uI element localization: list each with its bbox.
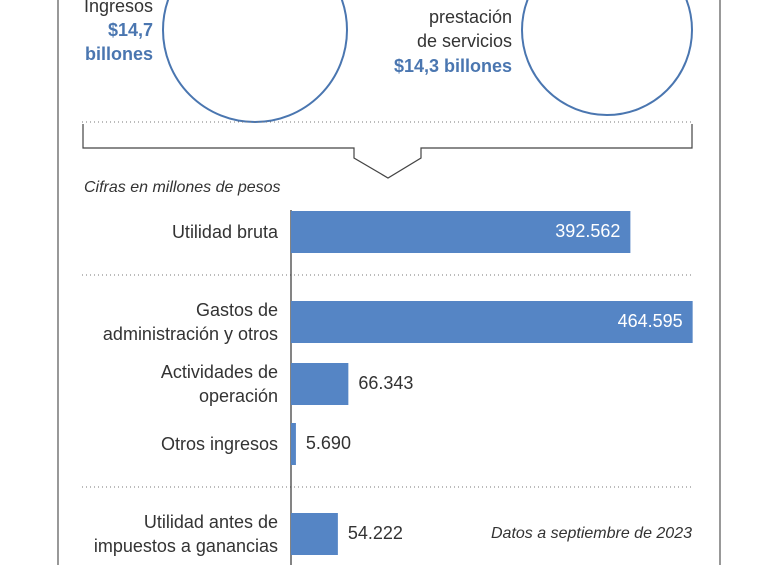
value-label: 5.690 — [306, 433, 351, 453]
bracket — [82, 124, 693, 179]
value-label: 66.343 — [358, 373, 413, 393]
footnote: Datos a septiembre de 2023 — [491, 525, 692, 542]
note: $14,3 billones — [394, 56, 512, 76]
value-label: 392.562 — [555, 221, 620, 241]
note: billones — [85, 44, 153, 64]
category-label: Otros ingresos — [160, 434, 278, 454]
bar — [291, 423, 296, 465]
note: Ingresos — [84, 0, 153, 16]
note: prestación — [429, 7, 512, 27]
subtitle: Cifras en millones de pesos — [84, 179, 281, 196]
circle-right — [521, 0, 693, 116]
bar — [291, 301, 693, 343]
note: de servicios — [417, 31, 512, 51]
category-label: Actividades de operación — [160, 362, 278, 406]
bar — [291, 363, 349, 405]
category-label: Utilidad antes de impuestos a ganancias — [93, 512, 278, 556]
bar — [291, 513, 338, 555]
circle-left — [162, 0, 348, 123]
category-label: Gastos de administración y otros — [102, 300, 278, 344]
bar — [291, 211, 631, 253]
value-label: 464.595 — [618, 311, 683, 331]
category-label: Utilidad bruta — [171, 222, 278, 242]
note: $14,7 — [108, 20, 153, 40]
value-label: 54.222 — [348, 523, 403, 543]
